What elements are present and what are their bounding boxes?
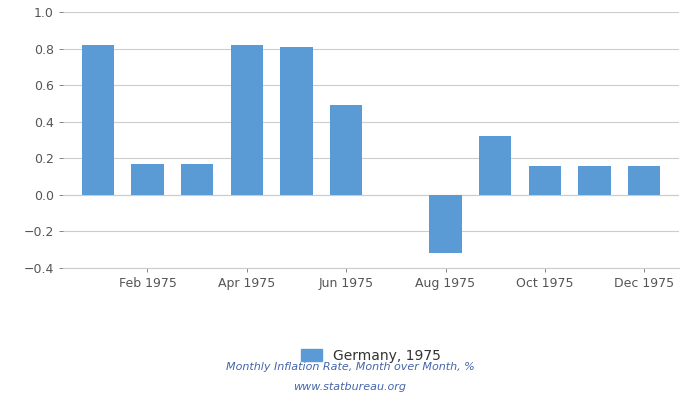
Bar [578,166,610,195]
Bar [528,166,561,195]
Bar [280,47,313,195]
Bar [429,195,462,253]
Legend: Germany, 1975: Germany, 1975 [295,344,447,368]
Bar [132,164,164,195]
Bar [479,136,511,195]
Bar [330,105,363,195]
Bar [628,166,660,195]
Bar [181,164,214,195]
Bar [82,45,114,195]
Bar [231,45,263,195]
Text: Monthly Inflation Rate, Month over Month, %: Monthly Inflation Rate, Month over Month… [225,362,475,372]
Text: www.statbureau.org: www.statbureau.org [293,382,407,392]
